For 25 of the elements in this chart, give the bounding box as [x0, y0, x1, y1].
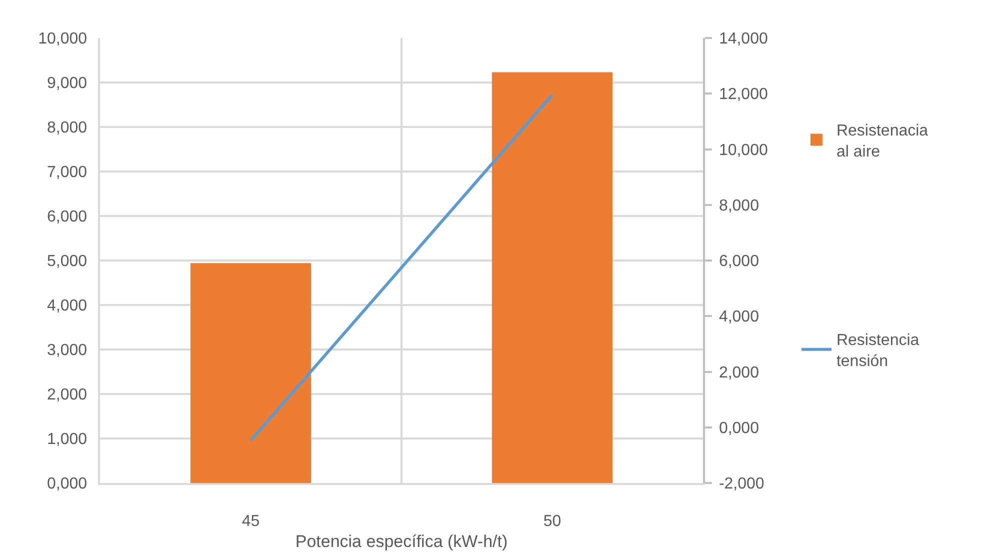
x-tick-label: 45	[242, 512, 260, 530]
y-tick-label: 3,000	[47, 342, 88, 360]
legend-label: Resistenacia al aire	[836, 122, 928, 160]
y2-tick-label: 6,000	[718, 253, 760, 270]
y-tick-label: 9,000	[47, 75, 88, 92]
y-tick-label: 1,000	[47, 431, 88, 448]
y-tick-label: 10,000	[38, 30, 88, 48]
y2-tick-label: 14,000	[718, 30, 768, 48]
x-axis-title: Potencia específica (kW-h/t)	[295, 532, 508, 551]
y-tick-label: 0,000	[47, 476, 88, 493]
y-tick-label: 8,000	[47, 120, 88, 137]
y2-tick-label: 8,000	[718, 197, 760, 214]
y-tick-label: 4,000	[47, 298, 88, 315]
x-tick-label: 50	[543, 512, 562, 530]
y-tick-label: 6,000	[47, 208, 88, 226]
y-tick-label: 7,000	[47, 164, 88, 182]
y-tick-label: 5,000	[47, 253, 88, 270]
legend-label: Resistencia tensión	[836, 332, 920, 370]
y2-tick-label: -2,000	[718, 476, 764, 493]
y2-tick-label: 2,000	[718, 364, 760, 382]
y2-tick-label: 12,000	[718, 86, 768, 104]
y2-tick-label: 10,000	[718, 142, 768, 159]
y2-tick-label: 0,000	[718, 420, 760, 437]
y-tick-label: 2,000	[47, 386, 88, 404]
y2-tick-label: 4,000	[718, 308, 760, 326]
